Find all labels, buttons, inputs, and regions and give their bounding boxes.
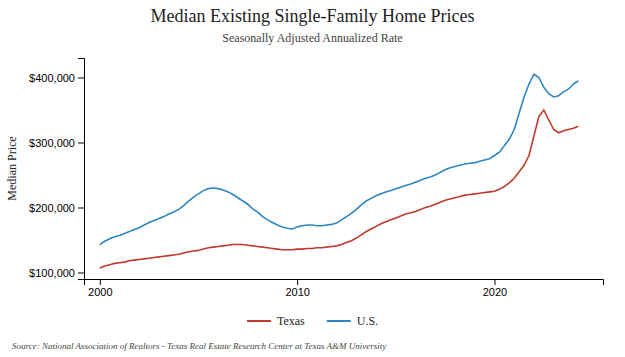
y-axis-title: Median Price	[5, 136, 19, 200]
y-tick: $100,000	[29, 267, 84, 279]
legend-label: Texas	[277, 314, 305, 328]
axis-domain	[85, 280, 604, 286]
tick-mark	[78, 273, 84, 274]
x-tick: 2010	[285, 279, 309, 298]
y-tick: $400,000	[29, 72, 84, 84]
y-axis: $100,000 $200,000 $300,000 $400,000	[29, 59, 84, 280]
tick-label: 2010	[285, 286, 309, 298]
tick-label: $100,000	[29, 267, 75, 279]
y-tick: $200,000	[29, 202, 84, 214]
legend: Texas U.S.	[247, 314, 378, 328]
tick-label: $200,000	[29, 202, 75, 214]
chart: Median Existing Single-Family Home Price…	[0, 0, 625, 357]
legend-label: U.S.	[357, 314, 378, 328]
axis-domain	[78, 59, 85, 280]
plot-area: 2000 2010 2020 $100,000 $200,000 $300,000 $400…	[29, 59, 603, 298]
x-axis: 2000 2010 2020	[85, 279, 604, 298]
legend-item: U.S.	[327, 314, 378, 328]
title: Median Existing Single-Family Home Price…	[151, 6, 475, 26]
tick-mark	[78, 143, 84, 144]
x-tick: 2020	[483, 279, 507, 298]
subtitle: Seasonally Adjusted Annualized Rate	[222, 31, 402, 45]
line	[100, 74, 579, 244]
legend-swatch	[327, 320, 351, 322]
tick-label: 2000	[88, 286, 112, 298]
x-tick: 2000	[88, 279, 112, 298]
tick-mark	[100, 279, 101, 285]
tick-label: $300,000	[29, 137, 75, 149]
source: Source: National Association of Realtors…	[12, 341, 386, 351]
legend-item: Texas	[247, 314, 305, 328]
y-tick: $300,000	[29, 137, 84, 149]
legend-swatch	[247, 320, 271, 322]
tick-label: 2020	[483, 286, 507, 298]
series-group	[100, 74, 579, 268]
tick-mark	[78, 78, 84, 79]
tick-mark	[297, 279, 298, 285]
tick-mark	[78, 208, 84, 209]
tick-label: $400,000	[29, 72, 75, 84]
tick-mark	[494, 279, 495, 285]
line	[100, 110, 579, 268]
